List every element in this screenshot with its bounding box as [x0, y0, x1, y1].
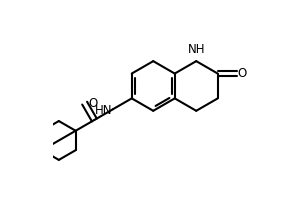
- Text: O: O: [237, 67, 247, 80]
- Text: O: O: [88, 97, 98, 110]
- Text: NH: NH: [188, 43, 205, 56]
- Text: HN: HN: [94, 104, 112, 117]
